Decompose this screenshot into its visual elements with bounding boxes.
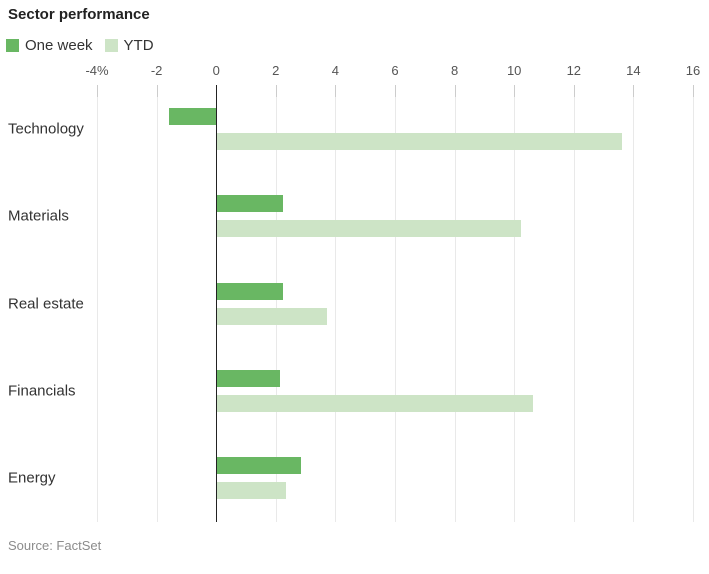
- axis-tick-x--4: [97, 85, 98, 97]
- category-label-technology: Technology: [8, 120, 84, 138]
- category-label-real-estate: Real estate: [8, 295, 84, 312]
- x-tick-label--4: -4%: [85, 63, 109, 78]
- bar-technology-one-week: [168, 108, 217, 125]
- gridline-x-16: [693, 85, 694, 522]
- gridline-x-10: [514, 85, 516, 522]
- axis-tick-x-8: [454, 85, 456, 97]
- zero-axis-line: [216, 85, 218, 522]
- bar-technology-ytd: [217, 133, 623, 150]
- category-label-materials: Materials: [8, 207, 69, 225]
- chart-legend: One week YTD: [6, 37, 154, 54]
- bar-financials-one-week: [217, 369, 280, 387]
- x-tick-label-12: 12: [566, 63, 582, 78]
- x-tick-label-10: 10: [506, 63, 522, 78]
- category-label-energy: Energy: [8, 469, 56, 487]
- legend-item-one-week: One week: [6, 37, 93, 54]
- x-tick-label-16: 16: [685, 63, 701, 78]
- gridline-x--4: [97, 85, 98, 522]
- bar-financials-ytd: [217, 394, 534, 412]
- source-attribution: Source: FactSet: [8, 538, 102, 553]
- gridline-x-8: [454, 85, 456, 522]
- gridline-x--2: [156, 85, 158, 522]
- chart-title: Sector performance: [8, 6, 150, 23]
- gridline-x-6: [395, 85, 396, 522]
- bar-real-estate-ytd: [217, 307, 328, 325]
- axis-tick-x-4: [335, 85, 337, 97]
- axis-tick-x-16: [693, 85, 694, 97]
- gridline-x-4: [335, 85, 337, 522]
- one-week-swatch-icon: [6, 39, 19, 52]
- bar-materials-ytd: [217, 220, 522, 238]
- x-tick-label-4: 4: [331, 63, 340, 78]
- bar-energy-one-week: [217, 457, 301, 474]
- x-tick-label-2: 2: [272, 63, 280, 78]
- gridline-x-14: [633, 85, 635, 522]
- legend-label-one-week: One week: [25, 37, 93, 54]
- legend-label-ytd: YTD: [123, 37, 154, 54]
- legend-item-ytd: YTD: [104, 37, 154, 54]
- axis-tick-x-10: [514, 85, 516, 97]
- x-tick-label-0: 0: [212, 63, 220, 78]
- bar-real-estate-one-week: [217, 282, 283, 300]
- bar-energy-ytd: [217, 482, 286, 499]
- axis-tick-x--2: [156, 85, 158, 97]
- x-tick-label-8: 8: [450, 63, 459, 78]
- gridline-x-2: [275, 85, 277, 522]
- ytd-swatch-icon: [104, 39, 118, 52]
- bar-materials-one-week: [217, 195, 283, 213]
- x-tick-label--2: -2: [150, 63, 163, 78]
- x-tick-label-6: 6: [391, 63, 399, 78]
- gridline-x-12: [573, 85, 575, 522]
- category-label-financials: Financials: [8, 382, 76, 400]
- axis-tick-x-12: [573, 85, 575, 97]
- axis-tick-x-14: [633, 85, 635, 97]
- axis-tick-x-2: [275, 85, 277, 97]
- x-tick-label-14: 14: [626, 63, 641, 78]
- axis-tick-x-6: [395, 85, 396, 97]
